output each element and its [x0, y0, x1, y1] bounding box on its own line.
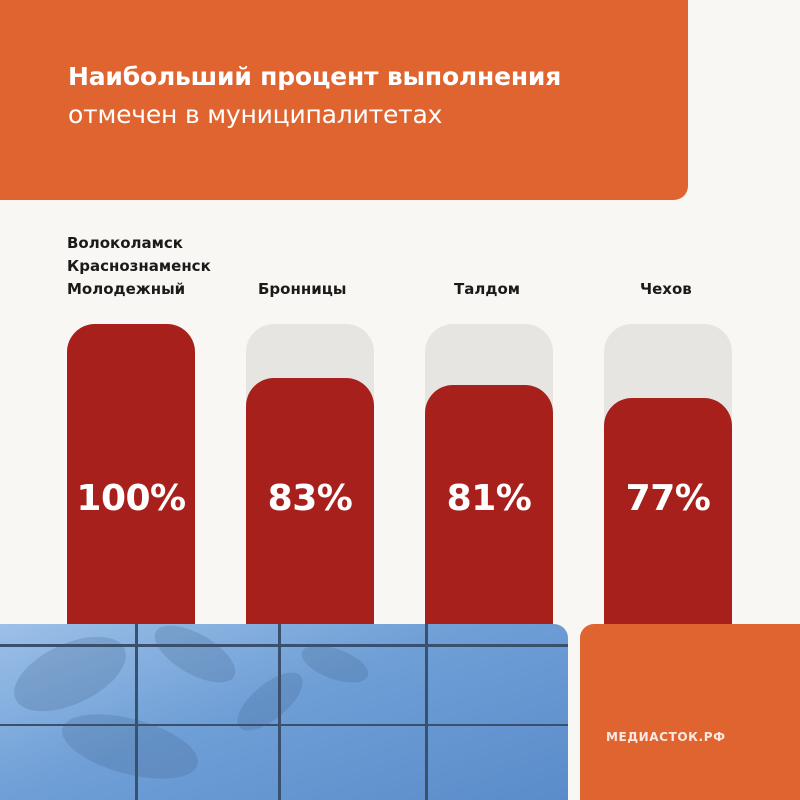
category-label: Чехов [640, 280, 692, 298]
value-label: 83% [267, 478, 353, 519]
page-subtitle: отмечен в муниципалитетах [68, 100, 443, 129]
category-label: Волоколамск Краснознаменск Молодежный [67, 234, 211, 298]
brand-label: МЕДИАСТОК.РФ [606, 730, 726, 744]
page-title: Наибольший процент выполнения [68, 62, 562, 91]
bar [246, 378, 374, 644]
value-label: 77% [625, 478, 711, 519]
category-label: Талдом [454, 280, 521, 298]
bar [67, 324, 195, 644]
bar [604, 398, 732, 644]
header-banner: Наибольший процент выполнения отмечен в … [0, 0, 688, 200]
footer-accent-box [580, 624, 800, 800]
value-label: 81% [446, 478, 532, 519]
glass-facade-image [0, 624, 568, 800]
category-label: Бронницы [258, 280, 347, 298]
value-label: 100% [76, 478, 186, 519]
bar [425, 385, 553, 644]
